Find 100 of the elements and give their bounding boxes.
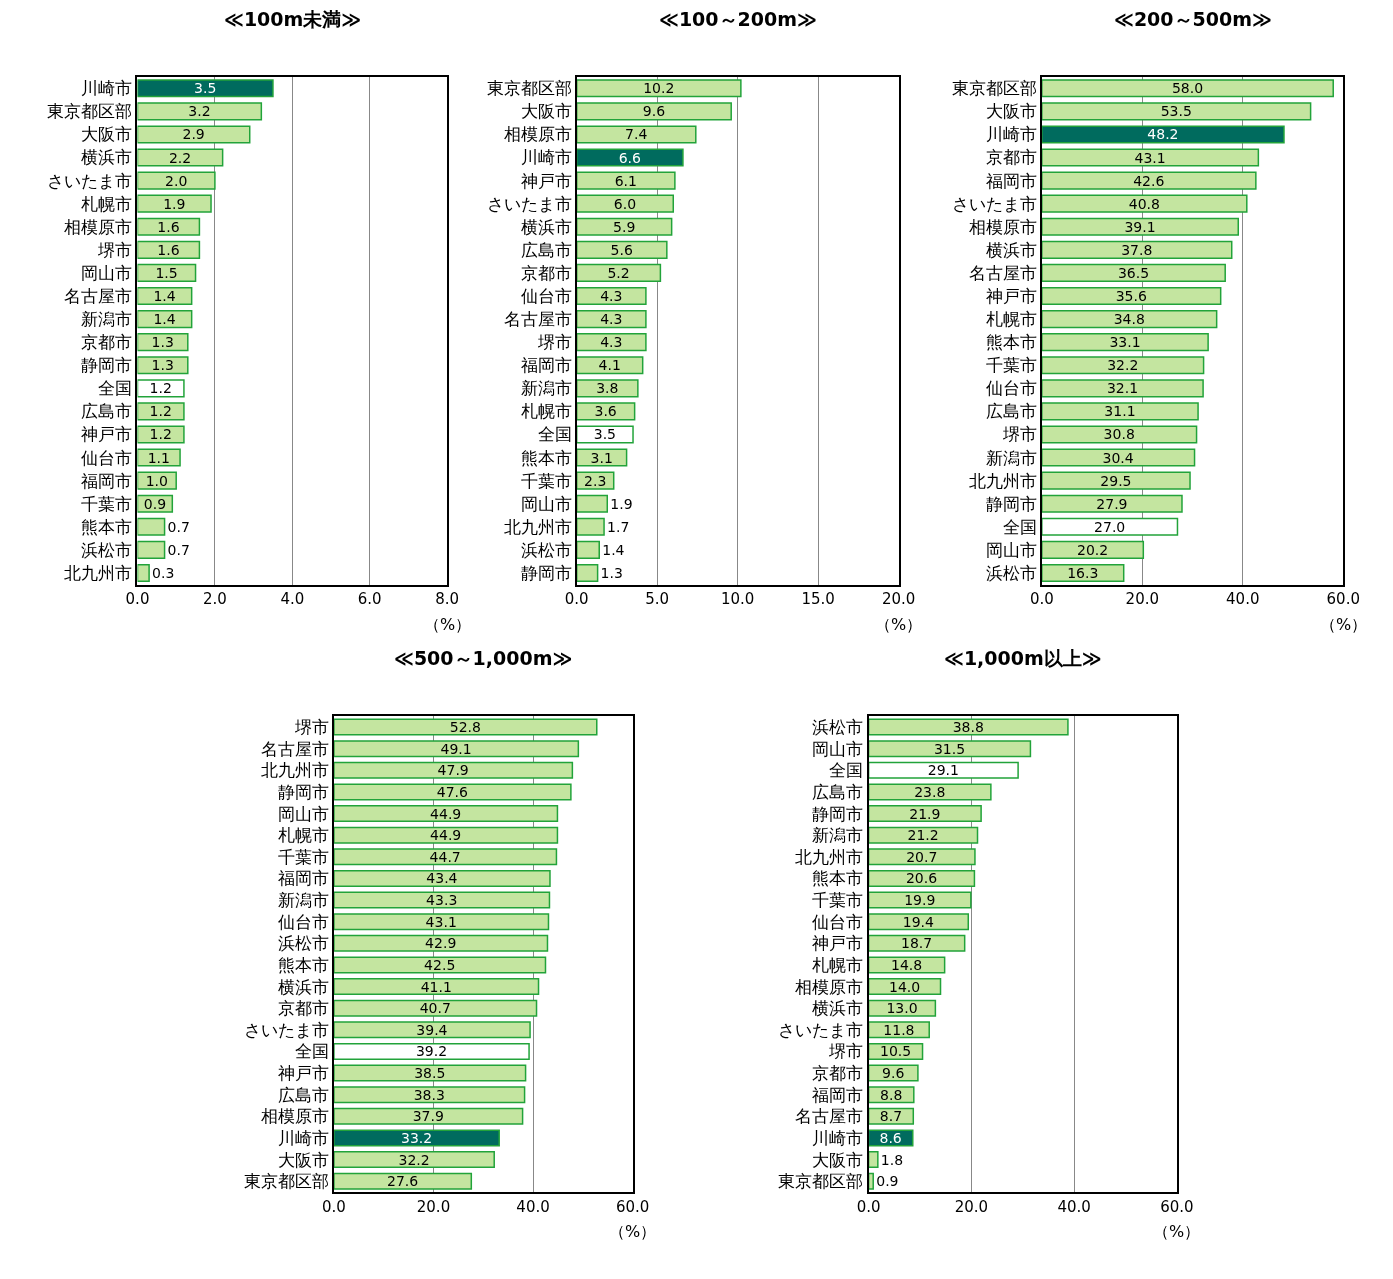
bar bbox=[1041, 448, 1196, 467]
y-tick-label: 静岡市 bbox=[277, 781, 329, 802]
bar bbox=[576, 263, 662, 282]
bar bbox=[1041, 540, 1145, 559]
y-tick-label: 千葉市 bbox=[520, 470, 572, 491]
y-tick-label: 神戸市 bbox=[520, 170, 572, 191]
chart-title: ≪100m未満≫ bbox=[224, 8, 362, 30]
data-label: 38.5 bbox=[414, 1065, 446, 1082]
bar bbox=[137, 425, 185, 444]
data-label: 2.2 bbox=[168, 149, 192, 166]
data-label: 3.6 bbox=[594, 403, 617, 420]
x-tick-label: 60.0 bbox=[615, 1197, 650, 1216]
bar bbox=[1041, 356, 1205, 375]
bar bbox=[576, 125, 697, 144]
data-label: 23.8 bbox=[914, 783, 946, 800]
bar bbox=[576, 79, 742, 98]
data-label: 40.8 bbox=[1128, 195, 1160, 212]
y-tick-label: 横浜市 bbox=[520, 216, 572, 237]
y-tick-label: 北九州市 bbox=[795, 846, 864, 867]
y-tick-label: 川崎市 bbox=[812, 1127, 864, 1148]
x-axis-title: （%） bbox=[875, 615, 923, 634]
data-label: 1.6 bbox=[157, 241, 180, 258]
data-label: 36.5 bbox=[1117, 264, 1150, 281]
data-label: 41.1 bbox=[420, 978, 452, 995]
y-tick-label: 千葉市 bbox=[277, 846, 329, 867]
data-label: 6.0 bbox=[613, 195, 637, 212]
data-label: 14.8 bbox=[891, 956, 923, 973]
data-label: 32.2 bbox=[1107, 357, 1139, 374]
data-label: 39.2 bbox=[415, 1043, 448, 1060]
y-tick-label: 浜松市 bbox=[985, 562, 1037, 583]
y-tick-label: 熊本市 bbox=[81, 516, 133, 537]
bar bbox=[868, 913, 970, 931]
data-label: 10.5 bbox=[879, 1043, 912, 1060]
x-tick-label: 0.0 bbox=[564, 590, 589, 609]
y-tick-label: 相模原市 bbox=[968, 216, 1037, 237]
y-tick-label: 新潟市 bbox=[277, 890, 329, 911]
bar bbox=[137, 517, 166, 536]
y-tick-label: 京都市 bbox=[81, 332, 133, 353]
y-tick-label: 広島市 bbox=[520, 239, 572, 260]
data-label: 27.9 bbox=[1096, 495, 1128, 512]
data-label: 30.8 bbox=[1103, 426, 1135, 443]
bar bbox=[576, 148, 684, 167]
y-tick-label: 岡山市 bbox=[520, 493, 572, 514]
data-label: 35.6 bbox=[1115, 288, 1147, 304]
y-tick-label: 堺市 bbox=[1001, 424, 1037, 445]
bar bbox=[1041, 148, 1260, 167]
x-tick-label: 20.0 bbox=[881, 590, 916, 609]
data-label: 32.2 bbox=[398, 1151, 430, 1168]
y-tick-label: 仙台市 bbox=[81, 447, 133, 468]
data-label: 1.2 bbox=[149, 426, 172, 443]
data-label: 38.3 bbox=[413, 1086, 445, 1103]
x-tick-label: 8.0 bbox=[435, 590, 460, 609]
chart-title: ≪200～500m≫ bbox=[1114, 8, 1272, 30]
data-label: 1.9 bbox=[163, 195, 186, 212]
data-label: 40.7 bbox=[419, 1000, 451, 1017]
data-label: 1.4 bbox=[153, 311, 176, 328]
y-tick-label: 相模原市 bbox=[503, 124, 572, 145]
bar bbox=[333, 805, 559, 823]
y-tick-label: 大阪市 bbox=[81, 124, 133, 145]
bar bbox=[333, 913, 550, 931]
x-tick-label: 0.0 bbox=[125, 590, 150, 609]
bar bbox=[1041, 333, 1209, 352]
y-tick-label: 東京都区部 bbox=[778, 1171, 864, 1192]
y-tick-label: 全国 bbox=[294, 1041, 329, 1062]
bar bbox=[137, 171, 216, 190]
bar bbox=[333, 826, 559, 844]
y-tick-label: 名古屋市 bbox=[503, 309, 572, 330]
y-tick-label: 東京都区部 bbox=[951, 78, 1037, 99]
bar bbox=[576, 517, 605, 536]
y-tick-label: 相模原市 bbox=[64, 216, 133, 237]
data-label: 13.0 bbox=[886, 1000, 918, 1017]
y-tick-label: 札幌市 bbox=[520, 401, 572, 422]
bar bbox=[868, 934, 966, 952]
data-label: 19.9 bbox=[904, 892, 936, 909]
bar bbox=[137, 102, 263, 121]
y-tick-label: 福岡市 bbox=[520, 355, 572, 376]
data-label: 1.3 bbox=[600, 564, 623, 581]
bar bbox=[868, 761, 1019, 779]
y-tick-label: 大阪市 bbox=[277, 1149, 329, 1170]
y-tick-label: 福岡市 bbox=[812, 1084, 864, 1105]
y-tick-label: 大阪市 bbox=[985, 101, 1037, 122]
data-label: 2.0 bbox=[165, 172, 188, 189]
bar bbox=[137, 148, 224, 167]
y-tick-label: 北九州市 bbox=[968, 470, 1037, 491]
y-tick-label: 熊本市 bbox=[985, 332, 1037, 353]
y-tick-label: 福岡市 bbox=[81, 470, 133, 491]
bar bbox=[1041, 125, 1285, 144]
data-label: 4.1 bbox=[598, 357, 621, 374]
data-label: 32.1 bbox=[1106, 380, 1139, 397]
data-label: 0.7 bbox=[167, 541, 190, 558]
bar bbox=[333, 1129, 500, 1147]
data-label: 33.1 bbox=[1109, 334, 1141, 351]
x-tick-label: 20.0 bbox=[954, 1197, 989, 1216]
y-tick-label: 札幌市 bbox=[81, 193, 133, 214]
y-tick-label: 仙台市 bbox=[812, 911, 864, 932]
y-tick-label: 大阪市 bbox=[812, 1149, 864, 1170]
bar bbox=[576, 356, 644, 375]
data-label: 20.7 bbox=[906, 848, 938, 865]
y-tick-label: 全国 bbox=[829, 760, 864, 781]
data-label: 44.9 bbox=[430, 805, 462, 822]
